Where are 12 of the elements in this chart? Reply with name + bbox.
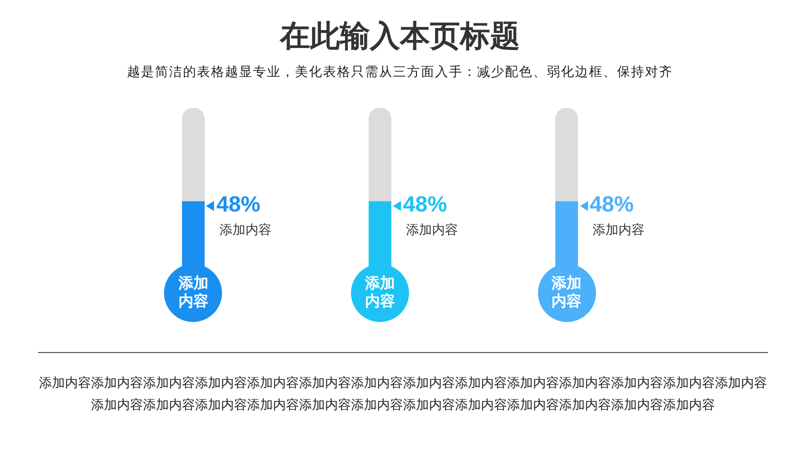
x-tick-label: 添加内容 — [364, 275, 396, 311]
annotation: 添加内容 — [406, 222, 458, 238]
x-tick-label: 添加内容 — [550, 275, 583, 311]
annotation: 添加内容 — [592, 222, 645, 238]
text: 添加内容添加内容添加内容添加内容添加内容添加内容添加内容添加内容添加内容添加内容添加内容添加内容添加内容添加内容添加内容添加内容添加内容添加内容添加内容添加内容添加内容添加内容添加内容添加内容添加内容添加内容 — [38, 374, 768, 414]
annotation: 添加内容 — [219, 222, 272, 238]
data-label: 48% — [403, 192, 448, 217]
data-label: 48% — [590, 192, 634, 217]
x-tick-label: 添加内容 — [177, 275, 210, 311]
data-label: 48% — [216, 192, 260, 217]
chart-title: 在此输入本页标题 — [278, 19, 521, 55]
chart-subtitle: 越是简洁的表格越显专业，美化表格只需从三方面入手：减少配色、弱化边框、保持对齐 — [126, 63, 674, 81]
